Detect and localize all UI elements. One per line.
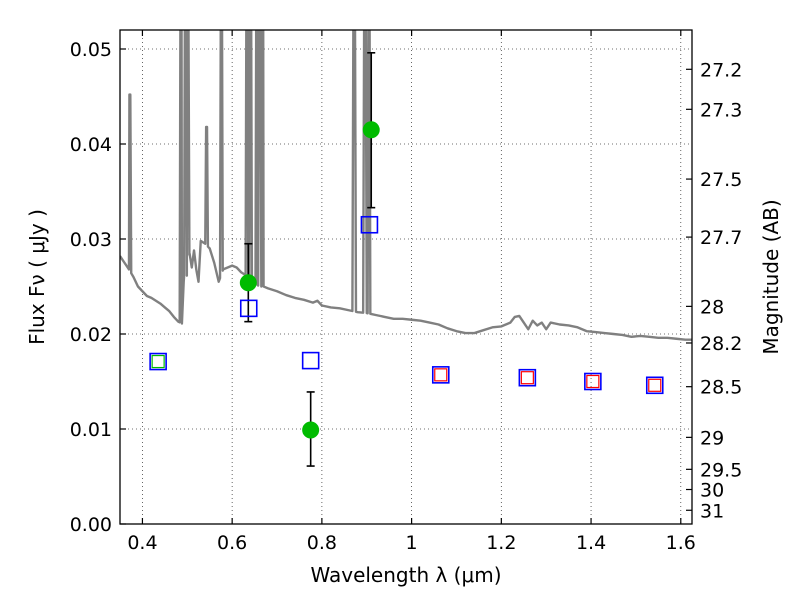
inner-markers: [151, 354, 662, 392]
x-tick-label: 0.8: [307, 532, 337, 554]
inner-marker: [151, 354, 165, 369]
y-axis-ticks: 0.00 0.01 0.02 0.03 0.04 0.05: [70, 39, 126, 536]
inner-marker: [648, 378, 662, 392]
inner-marker: [520, 371, 534, 385]
mag-tick-label: 29.5: [700, 459, 742, 481]
model-spectrum: [120, 30, 692, 341]
y-tick-label: 0.01: [70, 419, 112, 441]
x-axis-ticks: 0.4 0.6 0.8 1 1.2 1.4 1.6: [127, 30, 696, 554]
mag-tick-label: 27.3: [700, 99, 742, 121]
y-tick-label: 0.03: [70, 229, 112, 251]
model-photometry-square: [518, 368, 537, 387]
y-tick-label: 0.04: [70, 134, 112, 156]
y-axis-label: Flux Fν ( μJy ): [25, 209, 49, 345]
spectrum-line: [120, 30, 692, 341]
x-tick-label: 1.6: [666, 532, 696, 554]
model-photometry-square: [301, 351, 320, 370]
model-photometry-squares: [149, 215, 664, 395]
observed-point: [239, 274, 257, 292]
magnitude-axis-label: Magnitude (AB): [759, 199, 783, 354]
mag-tick-label: 29: [700, 427, 724, 449]
model-photometry-square: [645, 376, 664, 395]
mag-tick-label: 27.5: [700, 169, 742, 191]
y-tick-label: 0.02: [70, 324, 112, 346]
mag-tick-label: 28.2: [700, 333, 742, 355]
y-tick-label: 0.05: [70, 39, 112, 61]
plot-background: [120, 30, 692, 524]
inner-marker: [434, 368, 448, 382]
y-tick-label: 0.00: [70, 514, 112, 536]
x-tick-label: 1.2: [486, 532, 516, 554]
x-tick-label: 0.4: [127, 532, 157, 554]
x-tick-label: 0.6: [217, 532, 247, 554]
x-axis-label: Wavelength λ (μm): [310, 563, 501, 587]
plot-frame: [119, 29, 693, 525]
observed-point: [302, 421, 320, 439]
mag-tick-label: 28: [700, 296, 724, 318]
model-photometry-square: [584, 372, 602, 391]
x-tick-label: 1: [406, 532, 418, 554]
model-photometry-square: [239, 299, 258, 318]
model-photometry-square: [431, 366, 450, 384]
mag-tick-label: 31: [700, 500, 724, 522]
model-photometry-square: [360, 215, 379, 234]
mag-tick-label: 27.7: [700, 227, 742, 249]
mag-tick-label: 27.2: [700, 59, 742, 81]
observed-points: [239, 121, 380, 439]
mag-tick-label: 28.5: [700, 377, 742, 399]
observed-point: [362, 121, 380, 139]
mag-tick-label: 30: [700, 480, 724, 502]
inner-marker: [586, 374, 600, 389]
model-photometry-square: [149, 352, 167, 371]
x-tick-label: 1.4: [576, 532, 606, 554]
